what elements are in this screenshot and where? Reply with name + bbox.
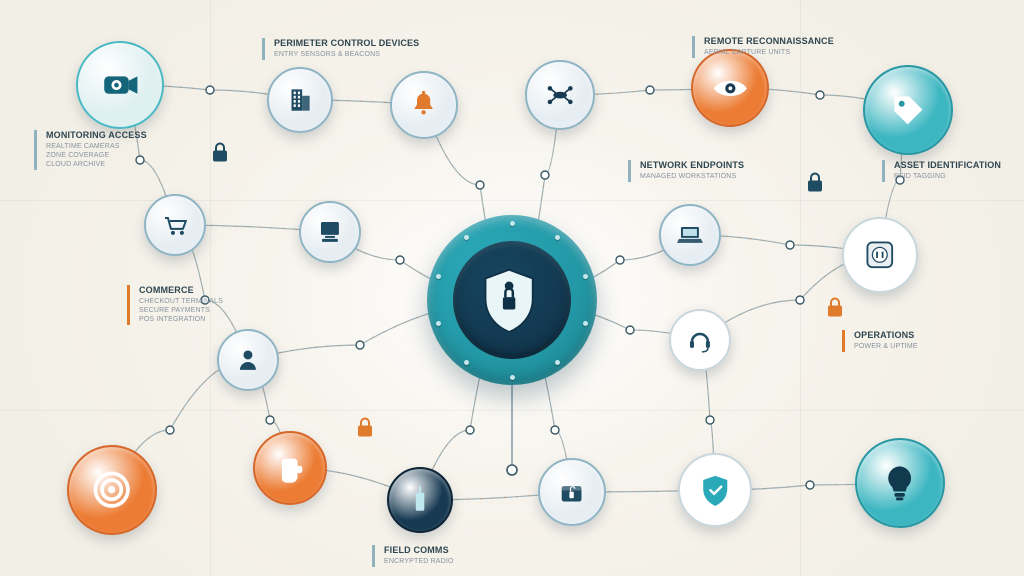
target-node — [67, 445, 157, 535]
security-network-diagram: Monitoring Access Realtime camerasZone co… — [0, 0, 1024, 576]
shield-node — [678, 453, 752, 527]
label-line: Zone coverage — [46, 152, 166, 161]
camera-node — [76, 41, 164, 129]
label-line: Power & uptime — [854, 343, 974, 352]
lockbox-icon — [554, 474, 589, 509]
annotation-label: Asset Identification RFID tagging — [890, 160, 1014, 182]
hub-rivet-dot — [436, 274, 441, 279]
camera-icon — [97, 62, 143, 108]
building-node — [267, 67, 333, 133]
radio-icon — [403, 483, 437, 517]
shield-icon — [696, 471, 735, 510]
padlock-icon — [826, 298, 844, 323]
glove-node — [253, 431, 327, 505]
central-shield-hub — [427, 215, 597, 385]
annotation-label: Monitoring Access Realtime camerasZone co… — [42, 130, 166, 170]
tag-node — [863, 65, 953, 155]
label-line: Realtime cameras — [46, 143, 166, 152]
tag-icon — [884, 86, 931, 133]
glove-icon — [271, 449, 310, 488]
cart-node — [144, 194, 206, 256]
label-title: Monitoring Access — [46, 130, 166, 141]
annotation-label: Perimeter Control Devices Entry sensors &… — [270, 38, 434, 60]
hub-rivet-dot — [555, 235, 560, 240]
user-node — [217, 329, 279, 391]
label-line: Cloud archive — [46, 161, 166, 170]
support-node — [669, 309, 731, 371]
paper-crease — [800, 0, 801, 576]
alert-bell-icon — [406, 87, 441, 122]
terminal-node — [299, 201, 361, 263]
label-line: Encrypted radio — [384, 558, 514, 567]
label-accent-bar — [127, 285, 130, 325]
annotation-label: Remote Reconnaissance Aerial capture unit… — [700, 36, 874, 58]
label-line: Checkout terminals — [139, 298, 259, 307]
idea-bulb-icon — [876, 459, 923, 506]
label-line: Managed workstations — [640, 173, 770, 182]
hub-rivet-dot — [555, 360, 560, 365]
label-title: Asset Identification — [894, 160, 1014, 171]
shield-icon — [478, 266, 546, 334]
label-line: POS integration — [139, 316, 259, 325]
hub-rivet-dot — [510, 221, 515, 226]
user-icon — [232, 344, 264, 376]
annotation-label: Operations Power & uptime — [850, 330, 974, 352]
hub-inner-core — [453, 241, 571, 359]
drone-node — [525, 60, 595, 130]
power-socket-icon — [860, 235, 900, 275]
label-line: RFID tagging — [894, 173, 1014, 182]
surveillance-node — [691, 49, 769, 127]
label-title: Field Comms — [384, 545, 514, 556]
label-title: Commerce — [139, 285, 259, 296]
annotation-label: Field Comms Encrypted radio — [380, 545, 514, 567]
alert-bell-node — [390, 71, 458, 139]
hub-rivet-dot — [510, 375, 515, 380]
support-icon — [684, 324, 716, 356]
lockbox-node — [538, 458, 606, 526]
label-accent-bar — [842, 330, 845, 352]
annotation-label: Network Endpoints Managed workstations — [636, 160, 770, 182]
label-line: Entry sensors & beacons — [274, 51, 434, 60]
label-accent-bar — [262, 38, 265, 60]
power-socket-node — [842, 217, 918, 293]
drone-icon — [542, 77, 578, 113]
padlock-icon — [356, 418, 374, 443]
label-accent-bar — [882, 160, 885, 182]
label-accent-bar — [34, 130, 37, 170]
label-accent-bar — [628, 160, 631, 182]
padlock-icon — [211, 143, 229, 168]
label-accent-bar — [692, 36, 695, 58]
laptop-node — [659, 204, 721, 266]
label-title: Operations — [854, 330, 974, 341]
building-icon — [283, 83, 317, 117]
laptop-icon — [674, 219, 706, 251]
label-line: Aerial capture units — [704, 49, 874, 58]
hub-rivet-dot — [583, 274, 588, 279]
idea-bulb-node — [855, 438, 945, 528]
target-icon — [88, 466, 135, 513]
surveillance-icon — [710, 68, 751, 109]
label-title: Network Endpoints — [640, 160, 770, 171]
padlock-icon — [806, 173, 824, 198]
paper-crease — [0, 410, 1024, 411]
label-title: Remote Reconnaissance — [704, 36, 874, 47]
radio-node — [387, 467, 453, 533]
cart-icon — [159, 209, 191, 241]
label-title: Perimeter Control Devices — [274, 38, 434, 49]
label-accent-bar — [372, 545, 375, 567]
annotation-label: Commerce Checkout terminalsSecure payment… — [135, 285, 259, 325]
terminal-icon — [314, 216, 346, 248]
label-line: Secure payments — [139, 307, 259, 316]
